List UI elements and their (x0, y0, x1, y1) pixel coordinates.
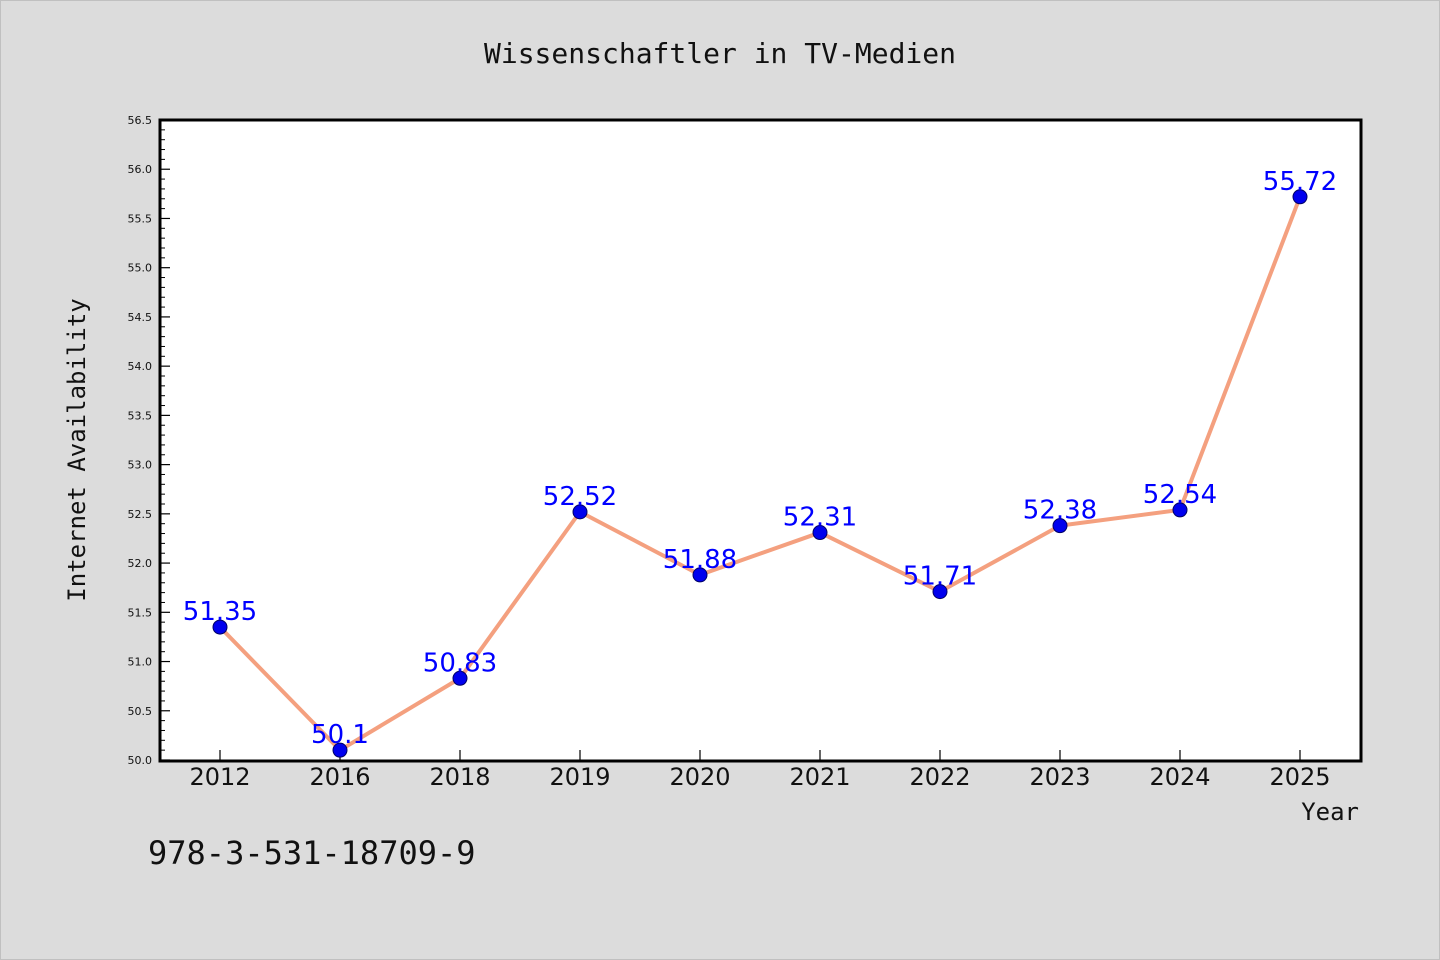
chart-title: Wissenschaftler in TV-Medien (484, 37, 956, 70)
y-tick-label: 53.0 (128, 459, 153, 472)
data-label: 51.88 (663, 545, 737, 575)
data-label: 50.83 (423, 648, 497, 678)
x-tick-label: 2023 (1029, 763, 1090, 791)
data-point-marker (452, 670, 468, 686)
y-tick-label: 50.5 (128, 705, 153, 718)
y-tick-label: 51.0 (128, 656, 153, 669)
y-tick-label: 56.0 (128, 163, 153, 176)
data-label-group: 51.35 50.1 50.83 52.52 51.88 52.31 51.71 52.38 5… (183, 167, 1337, 750)
marker-group (212, 189, 1308, 758)
data-label: 52.54 (1143, 480, 1217, 510)
y-tick-label: 56.5 (128, 114, 153, 127)
x-axis: 2012 2016 2018 2019 2020 2021 2022 2023 2024 2025 (189, 750, 1331, 791)
series-line (218, 194, 1302, 753)
data-label: 51.71 (903, 562, 977, 592)
plot-frame (158, 118, 1363, 763)
data-label: 52.38 (1023, 496, 1097, 526)
data-point-marker (692, 567, 708, 583)
y-tick-label: 53.5 (128, 409, 153, 422)
x-tick-label: 2025 (1269, 763, 1330, 791)
data-label: 50.1 (311, 720, 369, 750)
x-tick-label: 2022 (909, 763, 970, 791)
data-label: 55.72 (1263, 167, 1337, 197)
data-point-marker (1052, 518, 1068, 534)
data-point-marker (1172, 502, 1188, 518)
y-tick-label: 55.0 (128, 262, 153, 275)
data-label: 52.31 (783, 503, 857, 533)
y-axis: 50.0 50.5 51.0 51.5 52.0 52.5 53.0 53.5 54.0 54.5… (128, 114, 170, 767)
x-axis-label: Year (1301, 798, 1359, 826)
x-tick-label: 2024 (1149, 763, 1210, 791)
data-label: 51.35 (183, 597, 257, 627)
plot-area (160, 120, 1361, 761)
x-tick-label: 2012 (189, 763, 250, 791)
data-point-marker (1292, 189, 1308, 205)
y-tick-label: 51.5 (128, 606, 153, 619)
y-tick-label: 52.0 (128, 557, 153, 570)
data-point-marker (932, 584, 948, 600)
x-tick-label: 2019 (549, 763, 610, 791)
data-point-marker (572, 504, 588, 520)
x-tick-label: 2018 (429, 763, 490, 791)
y-tick-label: 54.5 (128, 311, 153, 324)
x-tick-label: 2016 (309, 763, 370, 791)
data-point-marker (212, 619, 228, 635)
y-tick-label: 55.5 (128, 212, 153, 225)
series-line-group (218, 194, 1302, 753)
data-point-marker (332, 742, 348, 758)
y-tick-label: 50.0 (128, 754, 153, 767)
x-tick-label: 2020 (669, 763, 730, 791)
y-tick-label: 52.5 (128, 508, 153, 521)
data-label: 52.52 (543, 482, 617, 512)
footer-isbn: 978-3-531-18709-9 (148, 834, 476, 872)
y-axis-label: Internet Availability (63, 298, 91, 601)
y-tick-label: 54.0 (128, 360, 153, 373)
x-tick-label: 2021 (789, 763, 850, 791)
data-point-marker (812, 525, 828, 541)
